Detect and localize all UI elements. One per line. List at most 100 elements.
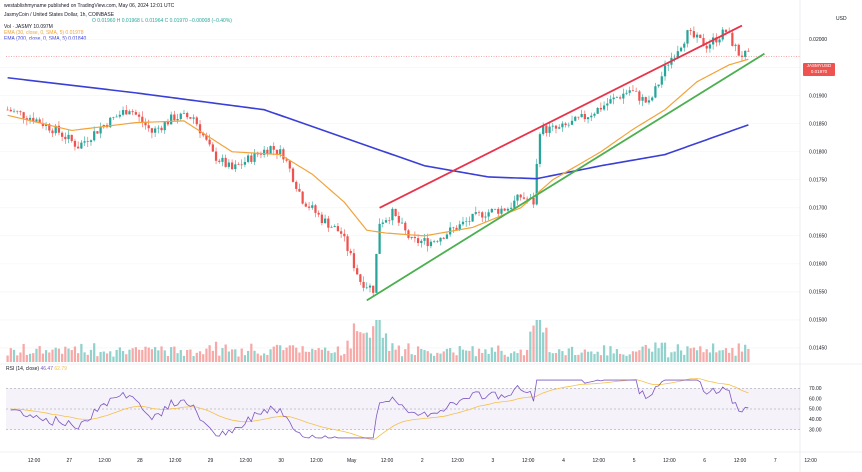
rsi-legend[interactable]: RSI (14, close) 46.47 62.79 [6,366,67,372]
time-tick-label: 28 [137,458,143,464]
volume-bar [67,348,70,362]
volume-bar [381,337,384,362]
candle-body [250,155,253,162]
candle-body [70,134,73,141]
volume-bar [731,347,734,362]
volume-bar [144,346,147,362]
volume-bar [532,325,535,362]
volume-bar [304,351,307,362]
volume-bar [269,349,272,362]
candle-body [48,124,51,131]
time-tick-label: 12:00 [734,458,747,464]
candle-body [173,114,176,121]
volume-bar [477,348,481,362]
volume-bar [474,356,477,362]
candle-body [160,127,163,131]
volume-bar [211,350,214,362]
rsi-ma-line [10,378,749,441]
time-tick-label: 27 [67,458,73,464]
candle-body [112,117,115,118]
candle-body [80,142,83,149]
candle-body [445,234,449,239]
candle-body [243,161,247,165]
volume-bars [6,320,750,362]
candle-body [269,146,272,154]
volume-bar [365,332,368,362]
volume-bar [461,349,465,362]
candle-body [676,51,679,58]
volume-bar [112,356,115,362]
volume-bar [651,351,654,362]
volume-bar [583,349,586,362]
candle-body [404,222,407,231]
resistance-trendline[interactable] [379,24,743,209]
volume-bar [192,356,195,362]
support-trendline[interactable] [366,52,765,302]
candle-body [336,226,340,232]
ema200-legend[interactable]: EMA (200, close, 0, SMA, 5) 0.01840 [4,36,86,43]
volume-bar [202,354,205,362]
candle-body [57,125,61,133]
candle-body [561,123,564,128]
volume-bar [22,343,25,362]
candle-body [77,146,80,149]
volume-bar [60,353,64,362]
volume-bar [686,346,689,362]
ohlc-text: O 0.01960 H 0.01968 L 0.01964 C 0.01970 … [92,18,232,24]
candle-body [654,86,657,98]
price-axis[interactable]: 0.020000.019500.019000.018500.018000.017… [809,37,827,351]
volume-bar [699,346,702,362]
candle-body [295,181,298,189]
candle-body [121,110,125,115]
candle-body [240,164,243,166]
candle-body [202,133,205,136]
volume-bar [689,348,692,362]
volume-bar [105,353,109,362]
volume-bar [323,347,327,362]
volume-bar [394,349,397,362]
candle-body [189,117,192,119]
candle-body [359,274,362,282]
candle-body [311,205,314,208]
ema30-legend[interactable]: EMA (30, close, 0, SMA, 5) 0.01978 [4,30,84,37]
volume-bar [118,347,121,362]
volume-bar [683,354,686,362]
volume-bar [179,350,182,362]
volume-bar [509,353,513,362]
volume-bar [564,355,567,362]
volume-bar [442,351,445,362]
volume-bar [432,355,436,362]
candle-body [737,44,740,56]
rsi-ma-value: 62.79 [54,366,67,372]
candle-body [465,221,468,223]
volume-bar [647,348,651,362]
candle-body [673,57,676,59]
candle-body [170,114,173,125]
candle-body [718,39,721,43]
candle-body [35,119,38,122]
time-tick-label: 12:00 [522,458,535,464]
candle-body [275,149,279,155]
volume-legend[interactable]: Vol · JASMY 10.097M [4,24,53,31]
volume-bar [631,351,635,362]
candle-body [301,191,304,204]
candle-body [246,155,250,162]
candle-body [208,139,211,145]
price-tick-label: 0.01700 [809,205,827,211]
volume-bar [96,356,99,362]
volume-bar [465,350,468,362]
volume-bar [346,340,349,362]
volume-bar [288,345,291,362]
candle-body [705,45,708,49]
time-tick-label: 12:00 [593,458,606,464]
candle-body [689,30,692,32]
candle-body [224,157,227,167]
volume-bar [622,354,625,362]
last-price-tag: JASMYUSD 0.01970 00:16 [803,63,835,80]
volume-bar [205,348,208,362]
volume-bar [115,349,118,362]
candle-body [628,90,631,93]
candle-body [118,114,121,117]
time-axis[interactable]: 12:00 27 12:00 28 12:00 29 12:00 30 12:00 May 12:0… [0,451,862,464]
